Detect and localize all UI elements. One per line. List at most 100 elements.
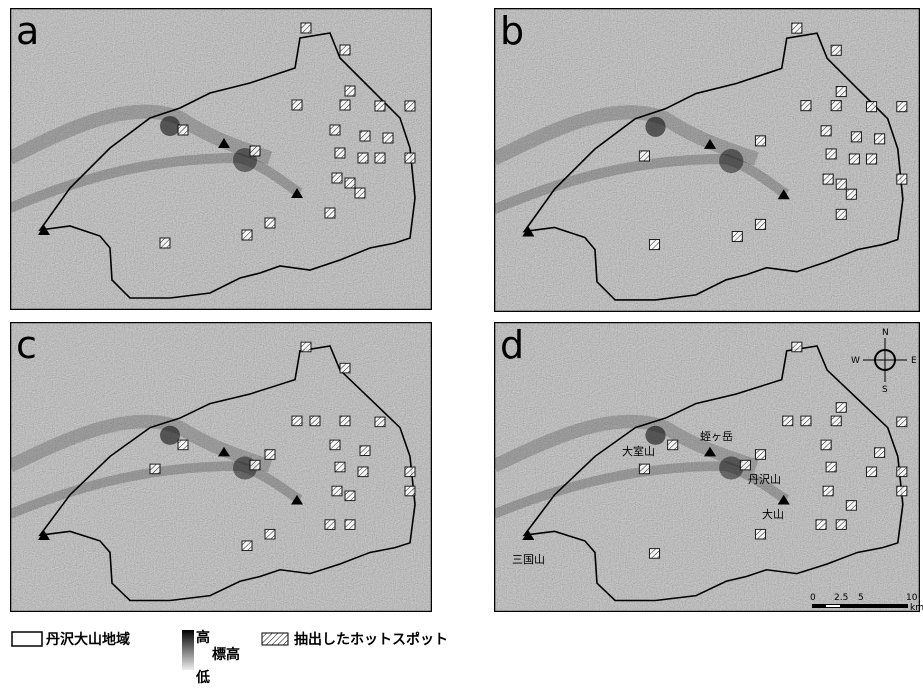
hotspot [345, 520, 355, 530]
hotspot [345, 491, 355, 501]
legend-region: 丹沢大山地域 [46, 631, 130, 648]
hotspot [875, 448, 885, 458]
hotspot [755, 529, 765, 539]
hotspot [265, 450, 275, 460]
hotspot [740, 460, 750, 470]
hotspot [836, 209, 846, 219]
hotspot [178, 125, 188, 135]
hotspot [668, 440, 678, 450]
hotspot [330, 440, 340, 450]
hotspot [831, 45, 841, 55]
compass-letter: W [851, 356, 860, 366]
hotspot [816, 520, 826, 530]
hotspot [836, 403, 846, 413]
map-panel [10, 8, 432, 310]
map-panel [10, 322, 432, 612]
hotspot [866, 154, 876, 164]
hotspot [821, 440, 831, 450]
panel-label: c [16, 323, 37, 367]
hotspot [831, 101, 841, 111]
legend-low: 低 [195, 669, 210, 686]
hotspot [792, 23, 802, 33]
hotspot [355, 188, 365, 198]
hotspot [823, 174, 833, 184]
hotspot [250, 146, 260, 156]
figure: 丹沢大山地域 高 標高 低 抽出したホットスポット abcd大室山蛭ヶ岳丹沢山大… [0, 0, 923, 688]
hotspot [405, 467, 415, 477]
hotspot [649, 549, 659, 559]
hotspot [375, 153, 385, 163]
hotspot [332, 486, 342, 496]
hotspot [897, 417, 907, 427]
hotspot [846, 189, 856, 199]
legend-hotspot: 抽出したホットスポット [294, 631, 448, 648]
hotspot [826, 149, 836, 159]
hotspot [358, 467, 368, 477]
hotspot [405, 101, 415, 111]
hotspot [178, 440, 188, 450]
hotspot [301, 342, 311, 352]
hotspot [836, 87, 846, 97]
scale-tick-label: 0 [810, 593, 816, 603]
map-panel [494, 8, 920, 312]
region-swatch [12, 632, 42, 646]
hotspot [639, 464, 649, 474]
hotspot [340, 45, 350, 55]
compass-letter: N [882, 328, 889, 338]
hotspot [821, 126, 831, 136]
hotspot [325, 520, 335, 530]
hotspot [301, 23, 311, 33]
scale-tick-label: 2.5 [834, 593, 848, 603]
hotspot [265, 218, 275, 228]
hotspot [755, 450, 765, 460]
hotspot [292, 100, 302, 110]
place-name: 蛭ヶ岳 [700, 430, 733, 443]
hotspot [897, 102, 907, 112]
compass-letter: E [911, 356, 917, 366]
scale-bar-gap [826, 605, 840, 607]
hotspot [846, 501, 856, 511]
hotspot [405, 486, 415, 496]
panels [10, 8, 920, 612]
hotspot [405, 153, 415, 163]
hotspot [801, 416, 811, 426]
hotspot [826, 462, 836, 472]
legend: 丹沢大山地域 高 標高 低 抽出したホットスポット [12, 629, 448, 686]
compass-letter: S [882, 385, 888, 395]
hotspot [897, 174, 907, 184]
hotspot [325, 208, 335, 218]
scale-tick-label: 5 [858, 593, 864, 603]
hotspot [345, 178, 355, 188]
hotspot [801, 101, 811, 111]
hotspot [851, 132, 861, 142]
hotspot [242, 541, 252, 551]
hotspot [639, 151, 649, 161]
legend-elevation: 標高 [212, 646, 240, 663]
hotspot [755, 219, 765, 229]
hotspot [340, 416, 350, 426]
hotspot [358, 153, 368, 163]
place-name: 大山 [762, 507, 784, 521]
elevation-ramp [182, 630, 194, 670]
hotspot [375, 417, 385, 427]
panel-label: b [500, 9, 524, 53]
hotspot [783, 416, 793, 426]
hotspot [335, 148, 345, 158]
hotspot [360, 446, 370, 456]
hotspot [836, 179, 846, 189]
hotspot [292, 416, 302, 426]
hotspot [383, 133, 393, 143]
hotspot [310, 416, 320, 426]
hotspot [340, 363, 350, 373]
place-name: 三国山 [512, 553, 545, 566]
hotspot [755, 136, 765, 146]
hotspot [375, 101, 385, 111]
panel-label: a [16, 9, 39, 53]
hotspot [866, 102, 876, 112]
hotspot [649, 240, 659, 250]
hotspot [875, 134, 885, 144]
hotspot [897, 486, 907, 496]
hotspot [792, 342, 802, 352]
hotspot [335, 462, 345, 472]
hotspot [897, 467, 907, 477]
